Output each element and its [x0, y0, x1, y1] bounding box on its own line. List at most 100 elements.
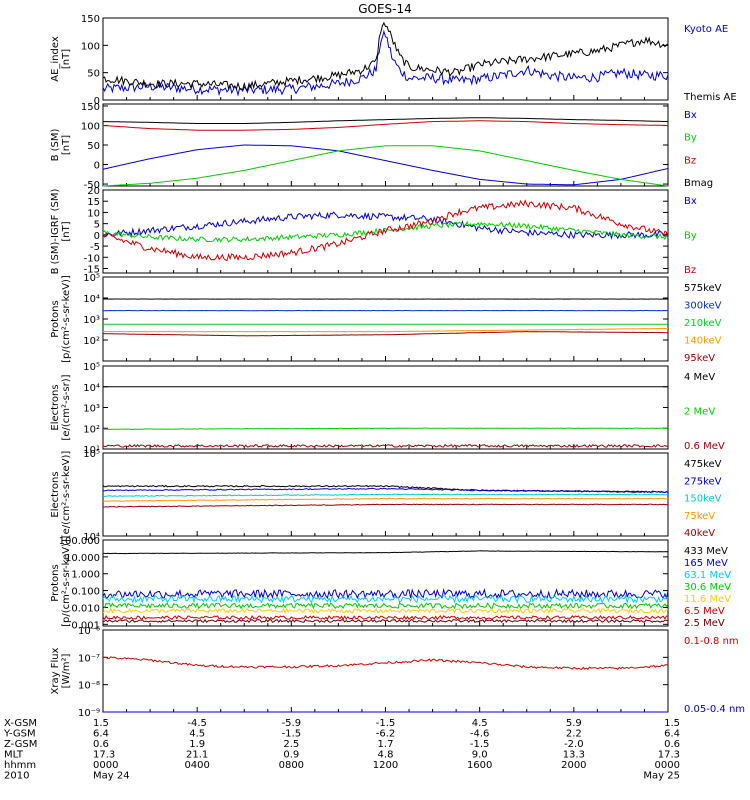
legend-label: 2.5 MeV	[684, 618, 725, 629]
series-line-63-1-mev	[102, 594, 669, 605]
y-tick-label: 10.000	[65, 553, 100, 564]
y-tick-label: -10	[84, 253, 100, 264]
y-tick-label: 1.000	[71, 570, 100, 581]
legend-label: 4 MeV	[684, 372, 715, 383]
y-tick-label: 150	[81, 102, 100, 113]
chart-title: GOES-14	[358, 2, 412, 16]
y-tick-label: 100.000	[59, 536, 100, 547]
y-tick-label: 0	[94, 231, 100, 242]
legend-label: 150keV	[684, 494, 722, 505]
y-tick-label: 0	[94, 96, 100, 107]
ephemeris-row-label: Y-GSM	[3, 729, 36, 740]
ephemeris-value: 0.6	[664, 739, 680, 750]
legend-label: 300keV	[684, 301, 722, 312]
legend-label: 11.6 MeV	[684, 594, 731, 605]
ephemeris-value: 4.8	[378, 750, 394, 761]
ephemeris-value: 0.9	[283, 750, 299, 761]
series-line-275kev	[103, 487, 669, 493]
y-tick-label: 10²	[83, 424, 100, 435]
legend-label: 575keV	[684, 283, 722, 294]
y-tick-label: -5	[90, 242, 100, 253]
y-tick-label: 20	[87, 186, 100, 197]
legend-label: 475keV	[684, 459, 722, 470]
y-tick-label: 10⁻⁶	[78, 626, 100, 637]
y-tick-label: 10⁴	[83, 532, 100, 543]
ephemeris-value: 0000	[655, 760, 680, 771]
ephemeris-value: -1.5	[470, 739, 490, 750]
series-line-75kev	[102, 497, 669, 502]
ephemeris-footer: X-GSMY-GSMZ-GSMMLThhmm20101.56.40.617.30…	[3, 718, 680, 782]
y-axis-label: Electrons	[50, 471, 61, 517]
series-line-kyoto-ae	[102, 29, 669, 97]
y-tick-label: 10²	[83, 336, 100, 347]
ephemeris-value: -2.0	[564, 739, 584, 750]
y-tick-label: 10⁵	[83, 362, 100, 373]
y-axis-label: Xray Flux	[50, 647, 61, 694]
legend-label: Bmag	[684, 178, 713, 189]
panel-4: 10² 10³ 10⁴ 10⁵ Protons [p/(cm²-s-sr-keV)] 575…	[50, 273, 722, 364]
series-line-95kev	[103, 331, 668, 337]
ephemeris-value: 1200	[373, 760, 398, 771]
y-tick-label: 10⁻⁷	[78, 653, 100, 664]
y-tick-label: 10⁻⁹	[78, 708, 100, 719]
y-tick-label: 5	[94, 220, 100, 231]
ephemeris-value: 0.6	[93, 739, 109, 750]
ephemeris-value: 1.5	[664, 718, 680, 729]
y-axis-label: [W/m²]	[61, 653, 72, 688]
ephemeris-value: 2000	[561, 760, 586, 771]
panel-8: 10⁻⁹ 10⁻⁸ 10⁻⁷ 10⁻⁶ Xray Flux [W/m²] 0.1-0.8 n…	[50, 626, 745, 719]
legend-label: 63.1 MeV	[684, 570, 731, 581]
y-tick-label: 10³	[83, 315, 100, 326]
ephemeris-value: 0800	[279, 760, 304, 771]
y-tick-label: 100	[81, 41, 100, 52]
legend-label: By	[684, 231, 697, 242]
series-line-2-mev	[103, 427, 669, 430]
series-line-2-5-mev	[102, 618, 669, 624]
legend-label: 2 MeV	[684, 407, 715, 418]
y-axis-label: [nT]	[61, 49, 72, 69]
y-axis-label: [p/(cm²-s-sr-keV)]	[61, 539, 72, 627]
y-axis-label: Protons	[50, 564, 61, 601]
ephemeris-value: 0400	[184, 760, 209, 771]
ephemeris-value: 1.5	[93, 718, 109, 729]
y-tick-label: 10⁴	[83, 383, 100, 394]
series-line-bmag	[103, 117, 669, 124]
panel-2: -50 0 50 100 150 B (SM) [nT] Bx By Bz Bmag	[50, 102, 713, 191]
series-line-40kev	[102, 503, 669, 508]
panel-5: 10¹ 10² 10³ 10⁴ 10⁵ Electrons [e/(cm²-s-sr)] 4 …	[50, 362, 725, 456]
legend-label: Bz	[684, 155, 696, 166]
legend-label: Themis AE	[683, 92, 737, 103]
y-axis-label: B (SM)-IGRF (SM)	[50, 189, 61, 275]
y-tick-label: 50	[87, 141, 100, 152]
y-tick-label: 100	[81, 121, 100, 132]
legend-label: 210keV	[684, 318, 722, 329]
ephemeris-value: 1.9	[189, 739, 205, 750]
y-axis-label: AE_index	[50, 36, 61, 82]
series-line-bz	[102, 199, 669, 262]
legend-label: By	[684, 133, 697, 144]
series-line-150kev	[102, 493, 669, 497]
y-axis-label: Protons	[50, 300, 61, 337]
y-axis-label: Electrons	[50, 384, 61, 430]
ephemeris-value: -4.6	[470, 729, 490, 740]
ephemeris-row-label: 2010	[4, 771, 29, 782]
ephemeris-value: May 25	[643, 771, 680, 782]
legend-label: 140keV	[684, 336, 722, 347]
ephemeris-value: 6.4	[664, 729, 680, 740]
series-line-by	[102, 220, 669, 243]
ephemeris-value: 13.3	[563, 750, 585, 761]
series-line-140kev	[103, 327, 668, 333]
y-axis-label: [nT]	[61, 135, 72, 155]
y-axis-label: [e/(cm²-s-sr)]	[61, 374, 72, 440]
y-tick-label: -50	[84, 180, 100, 191]
y-axis-label: [p/(cm²-s-sr-keV)]	[61, 275, 72, 363]
ephemeris-row-label: Z-GSM	[4, 739, 37, 750]
legend-label: Bz	[684, 265, 696, 276]
legend-label: Bx	[684, 110, 697, 121]
legend-label: 275keV	[684, 476, 722, 487]
y-tick-label: -15	[84, 265, 100, 276]
legend-label: 433 MeV	[684, 546, 728, 557]
